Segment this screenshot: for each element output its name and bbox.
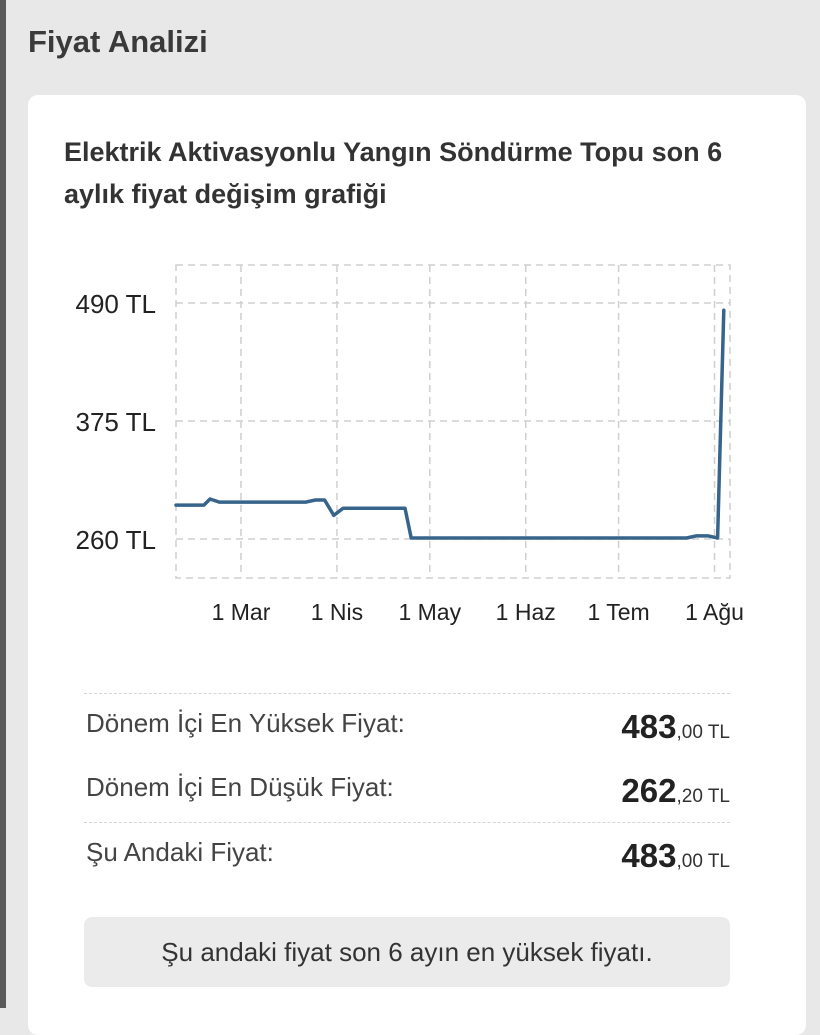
x-tick-label: 1 Nis bbox=[311, 599, 363, 625]
stat-value-highest: 483,00 TL bbox=[621, 708, 730, 746]
x-tick-label: 1 May bbox=[398, 599, 461, 625]
stat-int-highest: 483 bbox=[621, 708, 677, 745]
y-tick-label: 375 TL bbox=[76, 407, 156, 437]
x-tick-label: 1 Ağu bbox=[685, 599, 744, 625]
y-tick-label: 260 TL bbox=[76, 525, 156, 555]
price-note: Şu andaki fiyat son 6 ayın en yüksek fiy… bbox=[84, 917, 730, 987]
stat-dec-current: ,00 TL bbox=[676, 851, 730, 872]
stat-int-lowest: 262 bbox=[621, 772, 677, 809]
stat-value-lowest: 262,20 TL bbox=[621, 772, 730, 810]
x-tick-label: 1 Tem bbox=[587, 599, 649, 625]
y-tick-label: 490 TL bbox=[76, 289, 156, 319]
stat-row-highest: Dönem İçi En Yüksek Fiyat: 483,00 TL bbox=[84, 693, 730, 758]
chart-title: Elektrik Aktivasyonlu Yangın Söndürme To… bbox=[64, 137, 723, 209]
stat-row-current: Şu Andaki Fiyat: 483,00 TL bbox=[84, 822, 730, 887]
price-analysis-card: Elektrik Aktivasyonlu Yangın Söndürme To… bbox=[28, 95, 806, 1035]
stat-label-current: Şu Andaki Fiyat: bbox=[86, 837, 274, 867]
stat-row-lowest: Dönem İçi En Düşük Fiyat: 262,20 TL bbox=[84, 758, 730, 822]
stat-label-highest: Dönem İçi En Yüksek Fiyat: bbox=[86, 708, 405, 738]
stat-dec-lowest: ,20 TL bbox=[676, 786, 730, 807]
stat-value-current: 483,00 TL bbox=[621, 837, 730, 875]
price-chart: 490 TL 375 TL 260 TL 1 Mar 1 Nis 1 May 1 Haz 1 … bbox=[76, 264, 744, 625]
stat-label-lowest: Dönem İçi En Düşük Fiyat: bbox=[86, 772, 394, 802]
price-stats: Dönem İçi En Yüksek Fiyat: 483,00 TL Dön… bbox=[84, 693, 730, 887]
stat-dec-highest: ,00 TL bbox=[676, 722, 730, 743]
section-title: Fiyat Analizi bbox=[28, 24, 208, 59]
price-series-line bbox=[174, 308, 726, 540]
window-edge bbox=[0, 0, 6, 1008]
x-tick-label: 1 Mar bbox=[212, 599, 271, 625]
stat-int-current: 483 bbox=[621, 837, 677, 874]
x-tick-label: 1 Haz bbox=[496, 599, 556, 625]
